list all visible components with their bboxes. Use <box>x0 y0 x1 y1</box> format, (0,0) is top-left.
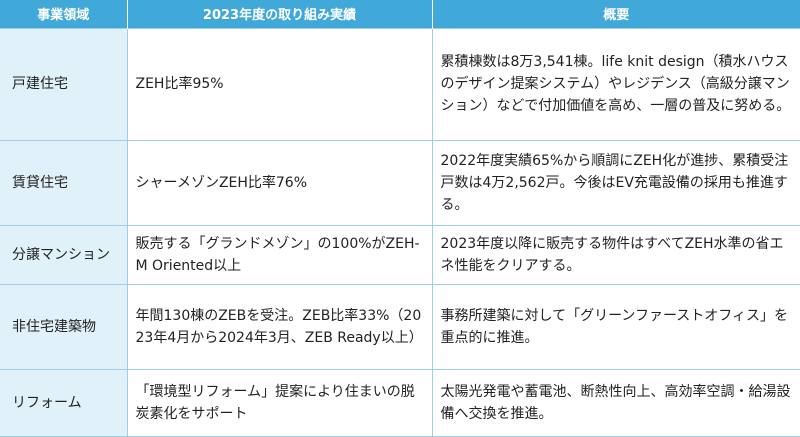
domain-cell: 分譲マンション <box>0 224 127 284</box>
achievement-text: 年間130棟のZEBを受注。ZEB比率33%（2023年4月から2024年3月、… <box>135 307 423 346</box>
table-body: 戸建住宅 ZEH比率95% 累積棟数は8万3,541棟。life knit de… <box>0 27 800 437</box>
domain-cell: リフォーム <box>0 368 127 437</box>
summary-text: 累積棟数は8万3,541棟。life knit design（積水ハウスのデザイ… <box>440 54 791 114</box>
table-row: 非住宅建築物 年間130棟のZEBを受注。ZEB比率33%（2023年4月から2… <box>0 283 800 369</box>
summary-text: 2023年度以降に販売する物件はすべてZEH水準の省エネ性能をクリアする。 <box>440 235 784 274</box>
achievement-cell: 販売する「グランドメゾン」の100%がZEH-M Oriented以上 <box>126 224 432 284</box>
table-header: 事業領域 2023年度の取り組み実績 概要 <box>0 0 800 28</box>
table-row: 戸建住宅 ZEH比率95% 累積棟数は8万3,541棟。life knit de… <box>0 27 800 140</box>
table-row: 賃貸住宅 シャーメゾンZEH比率76% 2022年度実績65%から順調にZEH化… <box>0 139 800 225</box>
table-row: リフォーム 「環境型リフォーム」提案により住まいの脱炭素化をサポート 太陽光発電… <box>0 368 800 437</box>
header-row: 事業領域 2023年度の取り組み実績 概要 <box>0 0 800 28</box>
achievement-cell: シャーメゾンZEH比率76% <box>126 139 432 225</box>
domain-cell: 賃貸住宅 <box>0 139 127 225</box>
summary-cell: 太陽光発電や蓄電池、断熱性向上、高効率空調・給湯設備へ交換を推進。 <box>431 368 800 437</box>
table-row: 分譲マンション 販売する「グランドメゾン」の100%がZEH-M Oriente… <box>0 224 800 284</box>
achievement-cell: ZEH比率95% <box>126 27 432 140</box>
achievement-cell: 「環境型リフォーム」提案により住まいの脱炭素化をサポート <box>126 368 432 437</box>
domain-label: 分譲マンション <box>12 246 110 263</box>
achievement-text: シャーメゾンZEH比率76% <box>135 174 308 191</box>
summary-cell: 2022年度実績65%から順調にZEH化が進捗、累積受注戸数は4万2,562戸。… <box>431 139 800 225</box>
domain-label: 戸建住宅 <box>12 76 68 92</box>
achievement-text: ZEH比率95% <box>135 76 224 92</box>
domain-label: 非住宅建築物 <box>12 318 96 335</box>
domain-label: 賃貸住宅 <box>12 174 68 191</box>
summary-cell: 累積棟数は8万3,541棟。life knit design（積水ハウスのデザイ… <box>431 27 800 140</box>
summary-text: 2022年度実績65%から順調にZEH化が進捗、累積受注戸数は4万2,562戸。… <box>440 152 789 213</box>
summary-cell: 事務所建築に対して「グリーンファーストオフィス」を重点的に推進。 <box>431 283 800 369</box>
domain-cell: 非住宅建築物 <box>0 283 127 369</box>
header-summary: 概要 <box>431 0 800 28</box>
summary-text: 事務所建築に対して「グリーンファーストオフィス」を重点的に推進。 <box>440 307 788 346</box>
summary-cell: 2023年度以降に販売する物件はすべてZEH水準の省エネ性能をクリアする。 <box>431 224 800 284</box>
summary-text: 太陽光発電や蓄電池、断熱性向上、高効率空調・給湯設備へ交換を推進。 <box>440 383 791 422</box>
achievement-text: 「環境型リフォーム」提案により住まいの脱炭素化をサポート <box>135 383 415 422</box>
achievement-text: 販売する「グランドメゾン」の100%がZEH-M Oriented以上 <box>135 235 420 274</box>
achievement-cell: 年間130棟のZEBを受注。ZEB比率33%（2023年4月から2024年3月、… <box>126 283 432 369</box>
header-achievement: 2023年度の取り組み実績 <box>126 0 432 28</box>
domain-cell: 戸建住宅 <box>0 27 127 140</box>
domain-label: リフォーム <box>12 394 82 411</box>
header-domain: 事業領域 <box>0 0 127 28</box>
